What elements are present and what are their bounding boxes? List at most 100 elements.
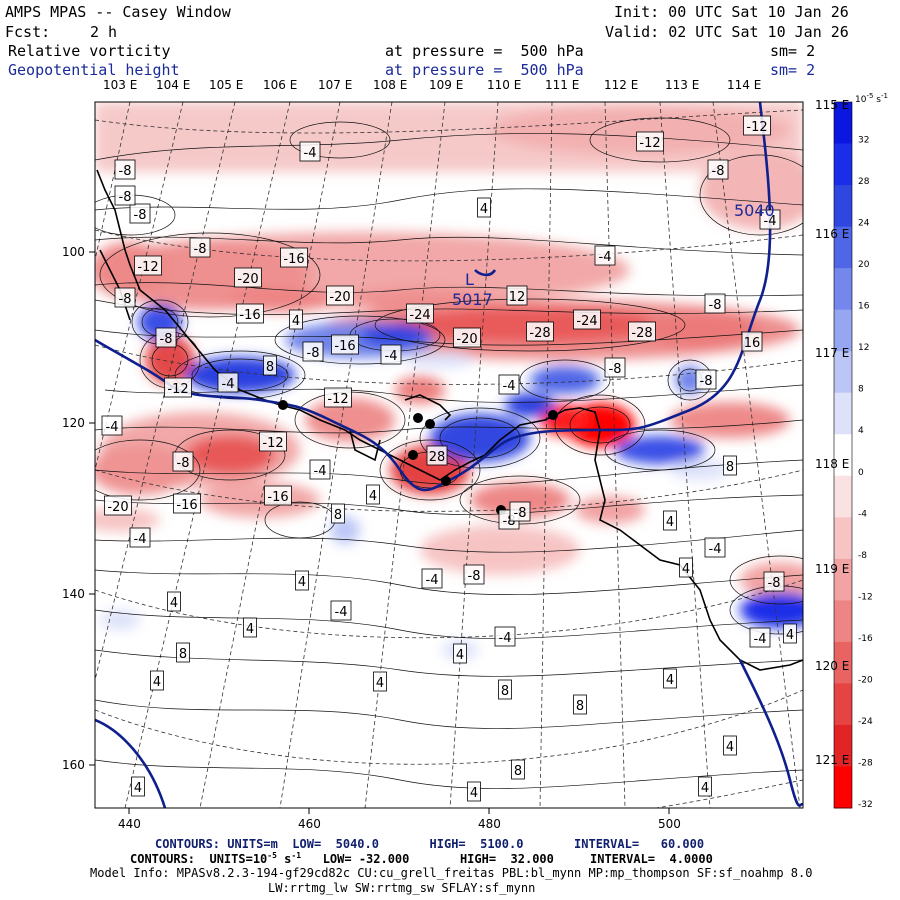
- svg-text:4: 4: [786, 628, 794, 643]
- contour-label: 8: [263, 355, 277, 376]
- svg-text:-8: -8: [468, 569, 481, 584]
- lon-label: 106 E: [263, 78, 298, 92]
- contour-label: -24: [406, 303, 434, 324]
- svg-text:4: 4: [376, 676, 384, 691]
- lon-label: 110 E: [487, 78, 522, 92]
- contour-label: 4: [477, 197, 491, 218]
- svg-text:-20: -20: [456, 332, 477, 347]
- colorbar-level-label: 0: [858, 468, 864, 478]
- contour-label: -4: [217, 372, 239, 393]
- svg-text:-12: -12: [327, 392, 348, 407]
- contour-label: 4: [150, 670, 164, 691]
- lon-label-right: 119 E: [815, 562, 850, 576]
- height-contours: [95, 102, 803, 808]
- init-time: Init: 00 UTC Sat 10 Jan 26: [614, 3, 849, 21]
- svg-text:-16: -16: [334, 339, 355, 354]
- svg-text:4: 4: [666, 673, 674, 688]
- svg-text:-20: -20: [107, 500, 128, 515]
- svg-text:-4: -4: [499, 631, 512, 646]
- svg-text:-8: -8: [768, 576, 781, 591]
- svg-text:8: 8: [179, 647, 187, 662]
- svg-text:4: 4: [170, 596, 178, 611]
- colorbar-level-label: -28: [858, 758, 873, 768]
- svg-text:-12: -12: [746, 120, 767, 135]
- colorbar-swatch: [834, 517, 852, 560]
- svg-text:-8: -8: [134, 208, 147, 223]
- contour-label: 4: [289, 309, 303, 330]
- svg-text:8: 8: [501, 684, 509, 699]
- colorbar-swatch: [834, 641, 852, 684]
- contour-label: -20: [234, 267, 262, 288]
- colorbar-level-label: 8: [858, 385, 864, 395]
- svg-text:8: 8: [514, 764, 522, 779]
- plot-title: AMPS MPAS -- Casey Window: [5, 3, 231, 21]
- colorbar-swatch: [834, 724, 852, 767]
- colorbar-level-label: -24: [858, 717, 873, 727]
- y-tick-label: 160: [62, 758, 85, 772]
- svg-text:16: 16: [744, 336, 761, 351]
- contour-label: 4: [131, 776, 145, 797]
- colorbar-level-label: 24: [858, 219, 870, 229]
- lon-label-right: 117 E: [815, 346, 850, 360]
- svg-text:-8: -8: [712, 164, 725, 179]
- lon-label-right: 120 E: [815, 659, 850, 673]
- forecast-label: Fcst:: [5, 23, 51, 41]
- lon-label: 108 E: [373, 78, 408, 92]
- contour-label: 4: [295, 570, 309, 591]
- contour-label: 4: [783, 623, 797, 644]
- contour-label: 4: [373, 671, 387, 692]
- svg-text:-4: -4: [222, 377, 235, 392]
- contour-label: -12: [636, 131, 664, 152]
- contour-label: -16: [236, 303, 264, 324]
- svg-text:4: 4: [726, 740, 734, 755]
- contour-label: -8: [172, 451, 194, 472]
- contour-label: -8: [707, 159, 729, 180]
- contour-label: -12: [324, 387, 352, 408]
- svg-text:-4: -4: [106, 420, 119, 435]
- x-tick-label: 440: [118, 817, 141, 831]
- colorbar-level-label: -20: [858, 675, 873, 685]
- colorbar-swatch: [834, 434, 852, 477]
- svg-text:-4: -4: [314, 464, 327, 479]
- contour-label: -8: [302, 341, 324, 362]
- colorbar-swatch: [834, 351, 852, 394]
- contour-label: 4: [366, 484, 380, 505]
- colorbar-level-label: 20: [858, 260, 870, 270]
- contour-label: -20: [453, 327, 481, 348]
- contour-label: 4: [243, 617, 257, 638]
- colorbar-level-label: -8: [858, 551, 867, 561]
- lon-label: 113 E: [665, 78, 700, 92]
- contour-label: 16: [741, 331, 763, 352]
- field2-smoothing: sm= 2: [770, 61, 816, 79]
- contour-label: -8: [463, 564, 485, 585]
- contour-label: 4: [723, 735, 737, 756]
- contour-label: -4: [759, 209, 781, 230]
- contour-label: 4: [467, 781, 481, 802]
- contour-label: 4: [453, 643, 467, 664]
- y-tick-label: 140: [62, 587, 85, 601]
- contour-label: -24: [573, 309, 601, 330]
- colorbar: 32 28 24 20 16 12 8 4 0 -4 -8 -12 -16 -20 -24 -28 -32: [833, 101, 873, 810]
- svg-text:-12: -12: [137, 260, 158, 275]
- field1-level: at pressure = 500 hPa: [385, 42, 584, 60]
- colorbar-swatch: [834, 683, 852, 726]
- contour-label: -8: [114, 287, 136, 308]
- svg-text:-4: -4: [503, 379, 516, 394]
- colorbar-level-label: -12: [858, 592, 873, 602]
- low-marker: L: [465, 270, 474, 289]
- colorbar-level-label: -16: [858, 634, 873, 644]
- y-tick-label: 100: [62, 245, 85, 259]
- contour-label: -20: [326, 285, 354, 306]
- height-label-5040: 5040: [734, 201, 775, 220]
- svg-text:-28: -28: [631, 326, 652, 341]
- contour-label: 4: [679, 557, 693, 578]
- svg-text:-20: -20: [237, 272, 258, 287]
- lon-label: 114 E: [727, 78, 762, 92]
- svg-text:-8: -8: [119, 292, 132, 307]
- contour-label: 4: [663, 668, 677, 689]
- contour-label: 4: [663, 510, 677, 531]
- valid-time: Valid: 02 UTC Sat 10 Jan 26: [605, 23, 849, 41]
- model-info: Model Info: MPASv8.2.3-194-gf29cd82c CU:…: [90, 866, 813, 880]
- colorbar-swatch: [834, 185, 852, 228]
